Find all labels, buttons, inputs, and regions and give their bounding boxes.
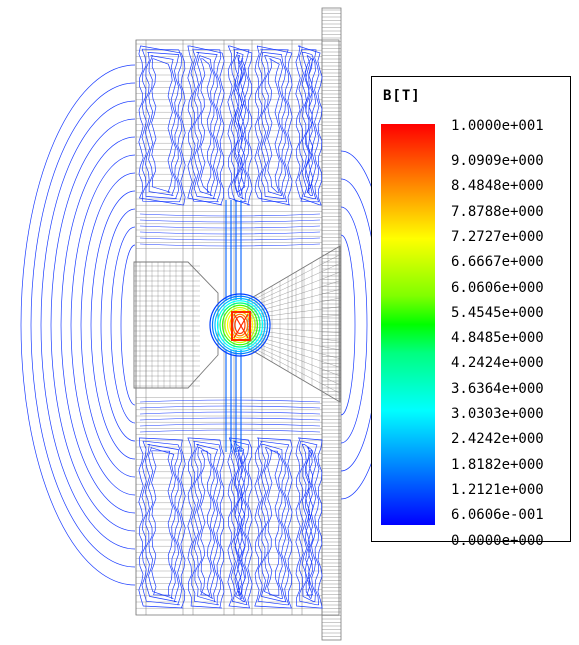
colorbar-tick-label: 6.6667e+000 — [451, 254, 544, 271]
field-contours — [20, 45, 392, 609]
colorbar-tick-label: 1.8182e+000 — [451, 456, 544, 473]
colorbar-tick-label: 6.0606e+000 — [451, 279, 544, 296]
colorbar-tick-label: 6.0606e-001 — [451, 507, 544, 524]
field-hotspot — [209, 293, 271, 357]
colorbar-tick-label: 4.8485e+000 — [451, 330, 544, 347]
colorbar-tick-label: 1.0000e+001 — [451, 118, 544, 134]
colorbar-tick-label: 9.0909e+000 — [451, 153, 544, 169]
mesh-grid — [133, 7, 342, 641]
colorbar-tick-label: 3.0303e+000 — [451, 406, 544, 422]
colorbar-tick-label: 4.2424e+000 — [451, 355, 544, 372]
colorbar-tick-label: 1.2121e+000 — [451, 481, 544, 498]
colorbar-tick-label: 5.4545e+000 — [451, 304, 544, 321]
colorbar-tick-label: 3.6364e+000 — [451, 380, 544, 397]
colorbar-tick-label: 8.4848e+000 — [451, 178, 544, 195]
colorbar-legend: B[T] 1.0000e+001 9.0909e+000 8.4848e+000 7.… — [371, 76, 571, 548]
colorbar-tick-label: 0.0000e+000 — [451, 532, 544, 549]
colorbar-tick-label: 7.8788e+000 — [451, 203, 544, 220]
colorbar-tick-label: 7.2727e+000 — [451, 228, 544, 245]
colorbar-gradient — [381, 124, 435, 525]
colorbar-tick-label: 2.4242e+000 — [451, 431, 544, 448]
legend-title: B[T] — [383, 88, 421, 104]
